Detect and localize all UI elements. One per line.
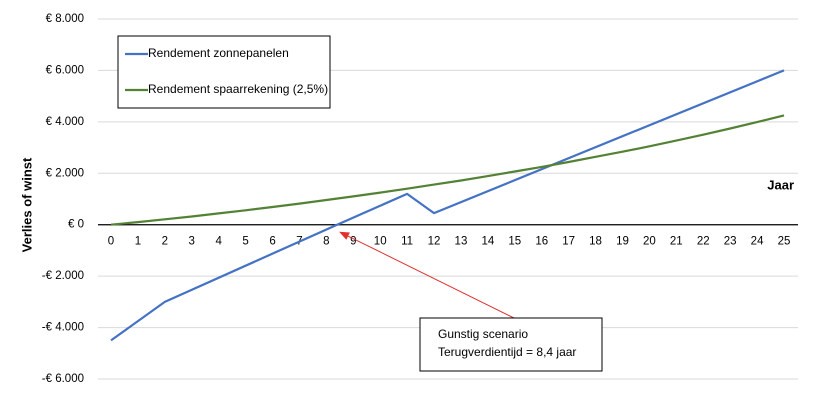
- y-tick-label: -€ 4.000: [42, 322, 84, 334]
- x-tick-label: 10: [374, 236, 387, 248]
- y-tick-label: € 0: [68, 219, 84, 231]
- y-tick-label: -€ 2.000: [42, 270, 84, 282]
- x-tick-label: 18: [589, 236, 602, 248]
- y-tick-label: € 6.000: [46, 64, 84, 76]
- x-tick-label: 0: [108, 236, 114, 248]
- series-line-1: [110, 114, 785, 226]
- legend-label-zonnepanelen: Rendement zonnepanelen: [148, 46, 289, 60]
- y-axis-title: Verlies of winst: [19, 157, 34, 252]
- x-tick-label: 13: [455, 236, 468, 248]
- x-tick-label: 15: [508, 236, 521, 248]
- y-tick-label: -€ 6.000: [42, 373, 84, 385]
- x-tick-label: 22: [697, 236, 710, 248]
- x-tick-label: 5: [242, 236, 248, 248]
- x-tick-label: 24: [751, 236, 764, 248]
- series-line-0: [110, 69, 785, 342]
- x-tick-label: 17: [562, 236, 575, 248]
- y-tick-labels: € 8.000 € 6.000 € 4.000 € 2.000 € 0 -€ 2.000 -…: [42, 13, 84, 385]
- y-tick-label: € 2.000: [46, 167, 84, 179]
- annotation: Gunstig scenario Terugverdientijd = 8,4 …: [339, 231, 603, 372]
- x-tick-label: 3: [189, 236, 195, 248]
- x-axis-title: Jaar: [767, 177, 794, 192]
- annotation-line-2: Terugverdientijd = 8,4 jaar: [438, 345, 576, 359]
- x-tick-label: 16: [535, 236, 548, 248]
- x-tick-label: 6: [269, 236, 275, 248]
- x-tick-label: 1: [135, 236, 141, 248]
- legend-box: [117, 35, 331, 109]
- y-tick-label: € 8.000: [46, 13, 84, 25]
- y-tick-label: € 4.000: [46, 116, 84, 128]
- x-tick-label: 25: [778, 236, 791, 248]
- x-tick-label: 21: [670, 236, 683, 248]
- x-tick-label: 4: [215, 236, 222, 248]
- x-tick-label: 12: [428, 236, 441, 248]
- annotation-box: [419, 317, 603, 372]
- x-tick-label: 11: [401, 236, 413, 248]
- x-tick-label: 9: [350, 236, 356, 248]
- annotation-arrow: [347, 235, 515, 319]
- annotation-line-1: Gunstig scenario: [438, 327, 528, 341]
- series-lines: [110, 69, 785, 342]
- x-tick-label: 19: [616, 236, 629, 248]
- x-tick-labels: 0 1 2 3 4 5 6 7 8 9 10 11 12 13 14 15 16 17 18 19 20 21 22 23 24…: [108, 236, 791, 248]
- x-tick-label: 23: [724, 236, 737, 248]
- x-tick-label: 14: [481, 236, 494, 248]
- legend-label-spaarrekening: Rendement spaarrekening (2,5%): [148, 82, 328, 96]
- x-tick-label: 2: [162, 236, 168, 248]
- legend: Rendement zonnepanelen Rendement spaarre…: [117, 35, 331, 109]
- annotation-arrowhead: [339, 231, 350, 240]
- x-tick-label: 8: [323, 236, 329, 248]
- x-tick-label: 20: [643, 236, 656, 248]
